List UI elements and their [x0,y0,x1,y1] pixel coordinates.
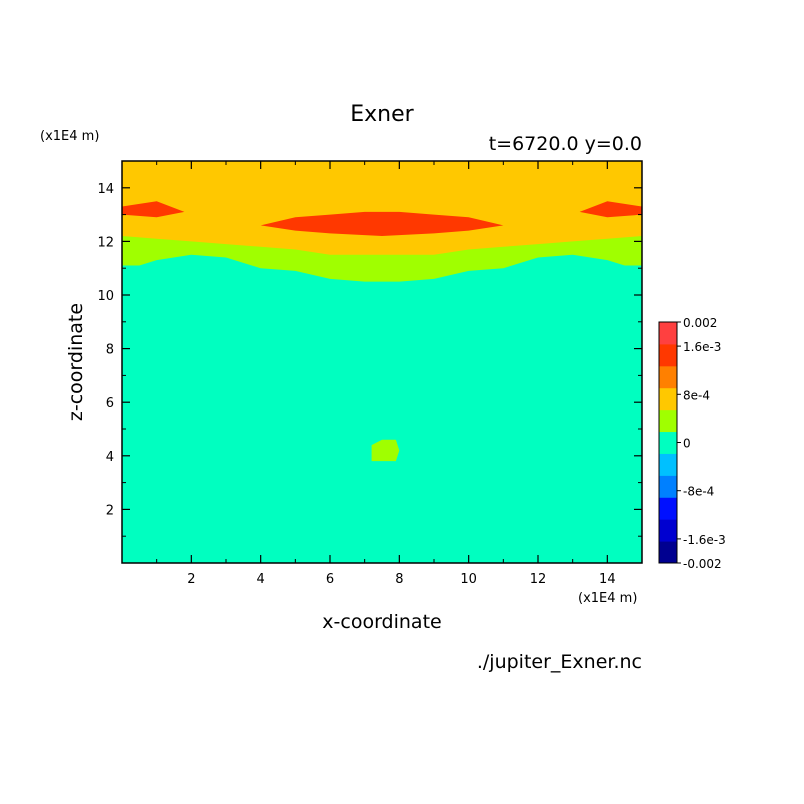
x-axis: 2 4 6 8 10 12 14 [156,161,616,587]
x-tick-label: 14 [599,572,616,587]
y-tick-label: 14 [97,182,114,197]
y-tick-label: 4 [106,450,114,465]
colorbar-swatch [659,343,677,367]
contour-patch [371,439,400,462]
colorbar-swatch [659,387,677,411]
colorbar-label: -8e-4 [683,485,714,499]
y-tick-label: 2 [106,503,114,518]
contour-band [122,300,642,563]
y-tick-label: 6 [106,396,114,411]
colorbar-swatch [659,453,677,476]
colorbar-swatch [659,497,677,520]
chart-title: Exner [350,102,414,127]
y-tick-label: 10 [97,289,114,304]
colorbar-swatch [659,475,677,498]
plot-area [122,161,642,563]
y-tick-label: 8 [106,343,114,358]
source-file-label: ./jupiter_Exner.nc [477,651,642,673]
contour-patch [260,211,504,237]
colorbar-label: -1.6e-3 [683,533,726,547]
plot-frame [121,160,643,564]
x-tick-label: 12 [530,572,547,587]
x-unit-label: (x1E4 m) [578,591,637,606]
y-tick-label: 12 [97,235,114,250]
x-axis-label: x-coordinate [322,611,441,633]
y-axis-label: z-coordinate [65,303,87,421]
colorbar: 0.002 1.6e-3 8e-4 0 -8e-4 -1.6e-3 -0.002 [658,316,726,571]
x-tick-label: 10 [460,572,477,587]
colorbar-label: -0.002 [683,557,722,571]
colorbar-swatch [659,519,677,542]
x-tick-label: 6 [326,572,334,587]
colorbar-swatch [659,409,677,433]
y-axis: 2 4 6 8 10 12 14 [97,182,642,537]
chart-subtitle: t=6720.0 y=0.0 [489,133,642,155]
x-tick-label: 2 [187,572,195,587]
colorbar-label: 0.002 [683,316,717,330]
colorbar-label: 0 [683,437,691,451]
colorbar-label: 1.6e-3 [683,340,721,354]
colorbar-swatch [659,431,677,454]
x-tick-label: 8 [395,572,403,587]
contour-patch [122,201,185,218]
colorbar-swatch [659,541,677,564]
colorbar-label: 8e-4 [683,388,710,402]
colorbar-swatch [659,322,677,345]
contour-patch [579,201,642,218]
x-tick-label: 4 [257,572,265,587]
contour-band [122,161,642,255]
colorbar-swatch [659,365,677,389]
y-unit-label: (x1E4 m) [40,129,99,144]
